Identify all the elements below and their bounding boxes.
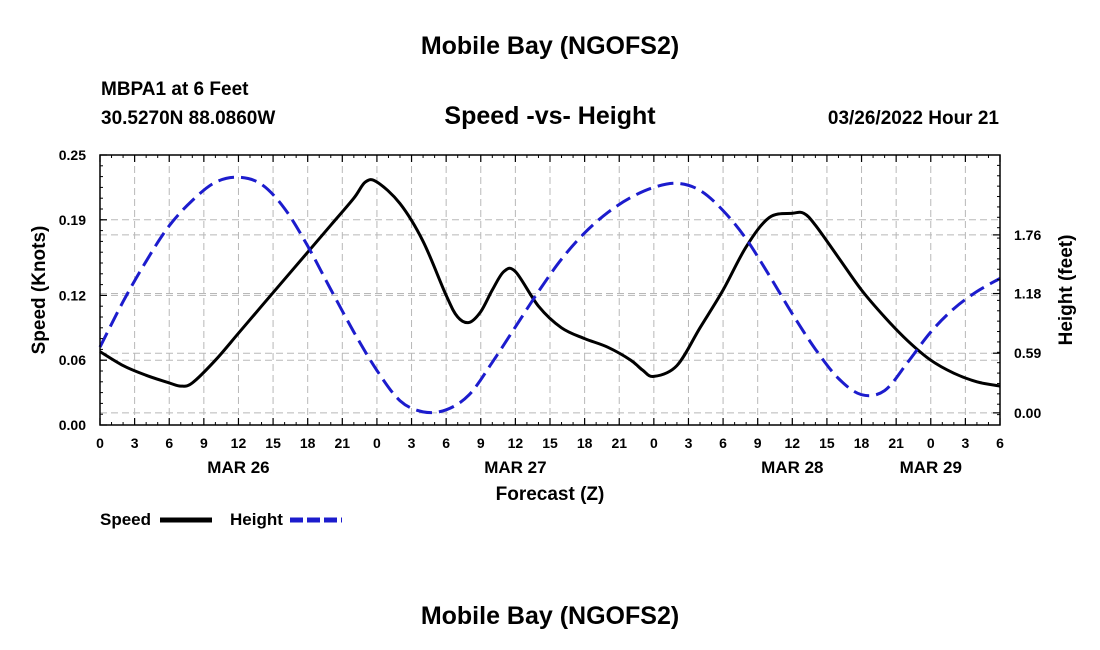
x-tick-label: 9	[200, 435, 208, 451]
y-left-tick-label: 0.00	[59, 417, 86, 433]
x-tick-label: 21	[611, 435, 627, 451]
legend-height-label: Height	[230, 510, 283, 529]
x-tick-label: 0	[373, 435, 381, 451]
x-tick-label: 6	[165, 435, 173, 451]
x-tick-label: 0	[650, 435, 658, 451]
chart-subtitle: Speed -vs- Height	[444, 102, 656, 130]
x-tick-label: 3	[131, 435, 139, 451]
x-tick-label: 18	[577, 435, 593, 451]
y-axis-left-label: Speed (Knots)	[29, 226, 50, 355]
x-tick-label: 0	[96, 435, 104, 451]
x-day-label: MAR 26	[207, 458, 269, 477]
series-line-speed	[99, 178, 1001, 388]
x-tick-label: 15	[265, 435, 281, 451]
legend-speed-label: Speed	[100, 510, 151, 529]
x-tick-label: 6	[442, 435, 450, 451]
axis-ticks: 0 3 6 9 12 15 18 21 0 3 6 9 12 15 18 21 0 3 6 9 12 15 18 21 0 3 6 M…	[59, 147, 1042, 477]
y-left-tick-label: 0.25	[59, 147, 86, 163]
x-tick-label: 15	[542, 435, 558, 451]
x-tick-label: 9	[754, 435, 762, 451]
series-lines	[98, 175, 1001, 415]
y-right-tick-label: 0.59	[1014, 345, 1041, 361]
timestamp-label: 03/26/2022 Hour 21	[828, 108, 1000, 129]
y-right-tick-label: 1.76	[1014, 227, 1041, 243]
location-label: 30.5270N 88.0860W	[101, 108, 275, 129]
x-day-label: MAR 28	[761, 458, 823, 477]
x-tick-label: 9	[477, 435, 485, 451]
y-right-tick-label: 0.00	[1014, 405, 1041, 421]
x-axis-label: Forecast (Z)	[496, 484, 605, 505]
x-tick-label: 0	[927, 435, 935, 451]
x-tick-label: 12	[508, 435, 524, 451]
y-left-tick-label: 0.06	[59, 352, 86, 368]
x-tick-label: 3	[408, 435, 416, 451]
chart-title: Mobile Bay (NGOFS2)	[421, 32, 679, 60]
y-right-tick-label: 1.18	[1014, 286, 1041, 302]
legend: Speed Height	[100, 510, 342, 529]
x-tick-label: 15	[819, 435, 835, 451]
x-tick-label: 21	[335, 435, 351, 451]
x-tick-label: 18	[300, 435, 316, 451]
x-tick-label: 6	[996, 435, 1004, 451]
x-tick-label: 18	[854, 435, 870, 451]
x-tick-label: 3	[961, 435, 969, 451]
x-tick-label: 12	[231, 435, 247, 451]
y-axis-right-label: Height (feet)	[1056, 235, 1077, 346]
station-label: MBPA1 at 6 Feet	[101, 79, 249, 100]
footer-title: Mobile Bay (NGOFS2)	[421, 602, 679, 630]
x-tick-label: 12	[785, 435, 801, 451]
y-left-tick-label: 0.19	[59, 212, 86, 228]
x-tick-label: 3	[685, 435, 693, 451]
grid-lines	[100, 155, 1000, 425]
y-left-tick-label: 0.12	[59, 287, 86, 303]
x-day-label: MAR 27	[484, 458, 546, 477]
series-line-height	[98, 175, 1001, 415]
x-tick-label: 6	[719, 435, 727, 451]
x-day-label: MAR 29	[900, 458, 962, 477]
x-tick-label: 21	[888, 435, 904, 451]
